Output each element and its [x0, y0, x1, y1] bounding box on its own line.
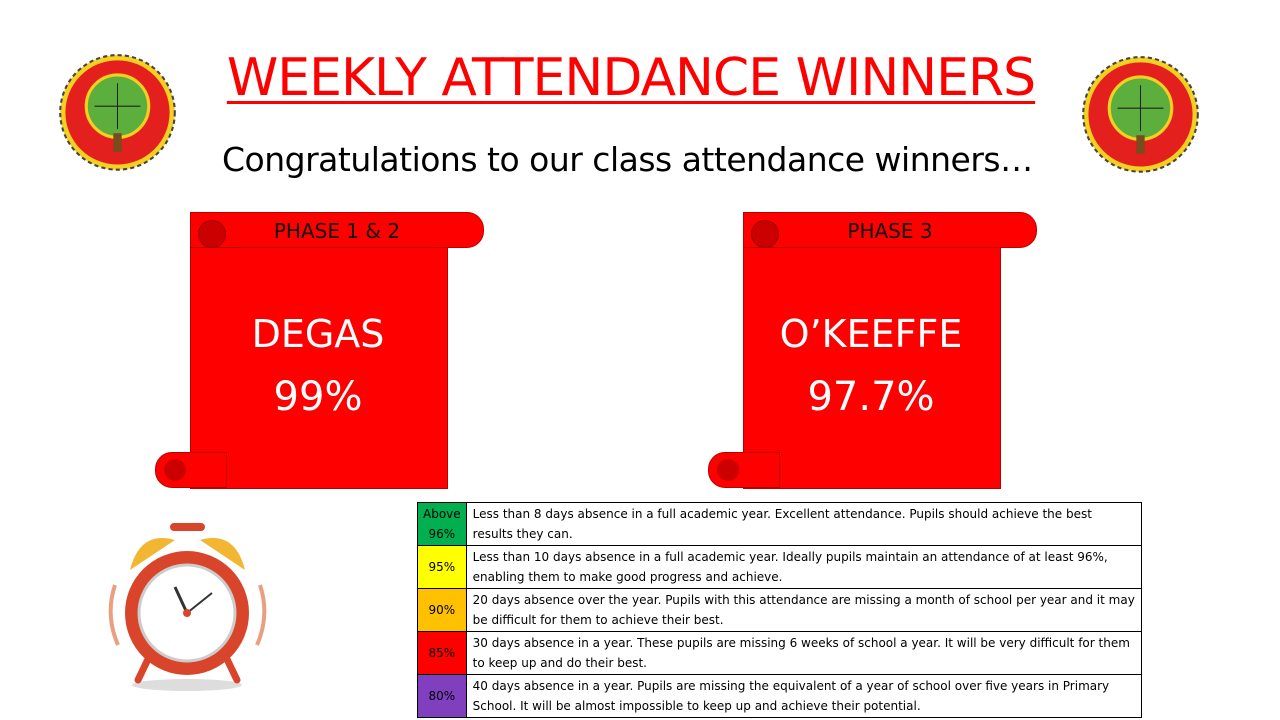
attendance-description: 20 days absence over the year. Pupils wi… [465, 588, 1143, 632]
attendance-key-table: Above 96% Less than 8 days absence in a f… [417, 502, 1143, 718]
winner-percent: 99% [273, 374, 363, 420]
attendance-level: 95% [417, 545, 467, 589]
attendance-description: 40 days absence in a year. Pupils are mi… [465, 674, 1143, 718]
school-logo-left [59, 54, 176, 171]
scroll-curl [751, 220, 779, 248]
winner-percent: 97.7% [807, 374, 935, 420]
winner-class: O’KEEFFE [779, 312, 963, 356]
key-row: 85% 30 days absence in a year. These pupi… [417, 631, 1143, 675]
key-row: 95% Less than 10 days absence in a full a… [417, 545, 1143, 589]
attendance-level: Above 96% [417, 502, 467, 546]
phase-label: PHASE 3 [743, 212, 1037, 248]
attendance-level: 85% [417, 631, 467, 675]
scroll-curl [708, 452, 780, 488]
winner-scroll-phase-1-2: PHASE 1 & 2 DEGAS 99% [155, 212, 485, 492]
scroll-curl [155, 452, 227, 488]
scroll-curl [198, 220, 226, 248]
key-row: 90% 20 days absence over the year. Pupils… [417, 588, 1143, 632]
attendance-level: 80% [417, 674, 467, 718]
attendance-description: 30 days absence in a year. These pupils … [465, 631, 1143, 675]
school-logo-right [1082, 56, 1199, 173]
alarm-clock-icon [108, 523, 267, 691]
winner-class: DEGAS [251, 312, 385, 356]
key-row: Above 96% Less than 8 days absence in a f… [417, 502, 1143, 546]
scroll-body [743, 242, 1001, 489]
subtitle: Congratulations to our class attendance … [222, 140, 1033, 179]
attendance-description: Less than 8 days absence in a full acade… [465, 502, 1143, 546]
key-row: 80% 40 days absence in a year. Pupils are… [417, 674, 1143, 718]
page-title: WEEKLY ATTENDANCE WINNERS [226, 48, 1036, 108]
scroll-body [190, 242, 448, 489]
phase-label: PHASE 1 & 2 [190, 212, 484, 248]
winner-scroll-phase-3: PHASE 3 O’KEEFFE 97.7% [708, 212, 1038, 492]
attendance-level: 90% [417, 588, 467, 632]
attendance-description: Less than 10 days absence in a full acad… [465, 545, 1143, 589]
